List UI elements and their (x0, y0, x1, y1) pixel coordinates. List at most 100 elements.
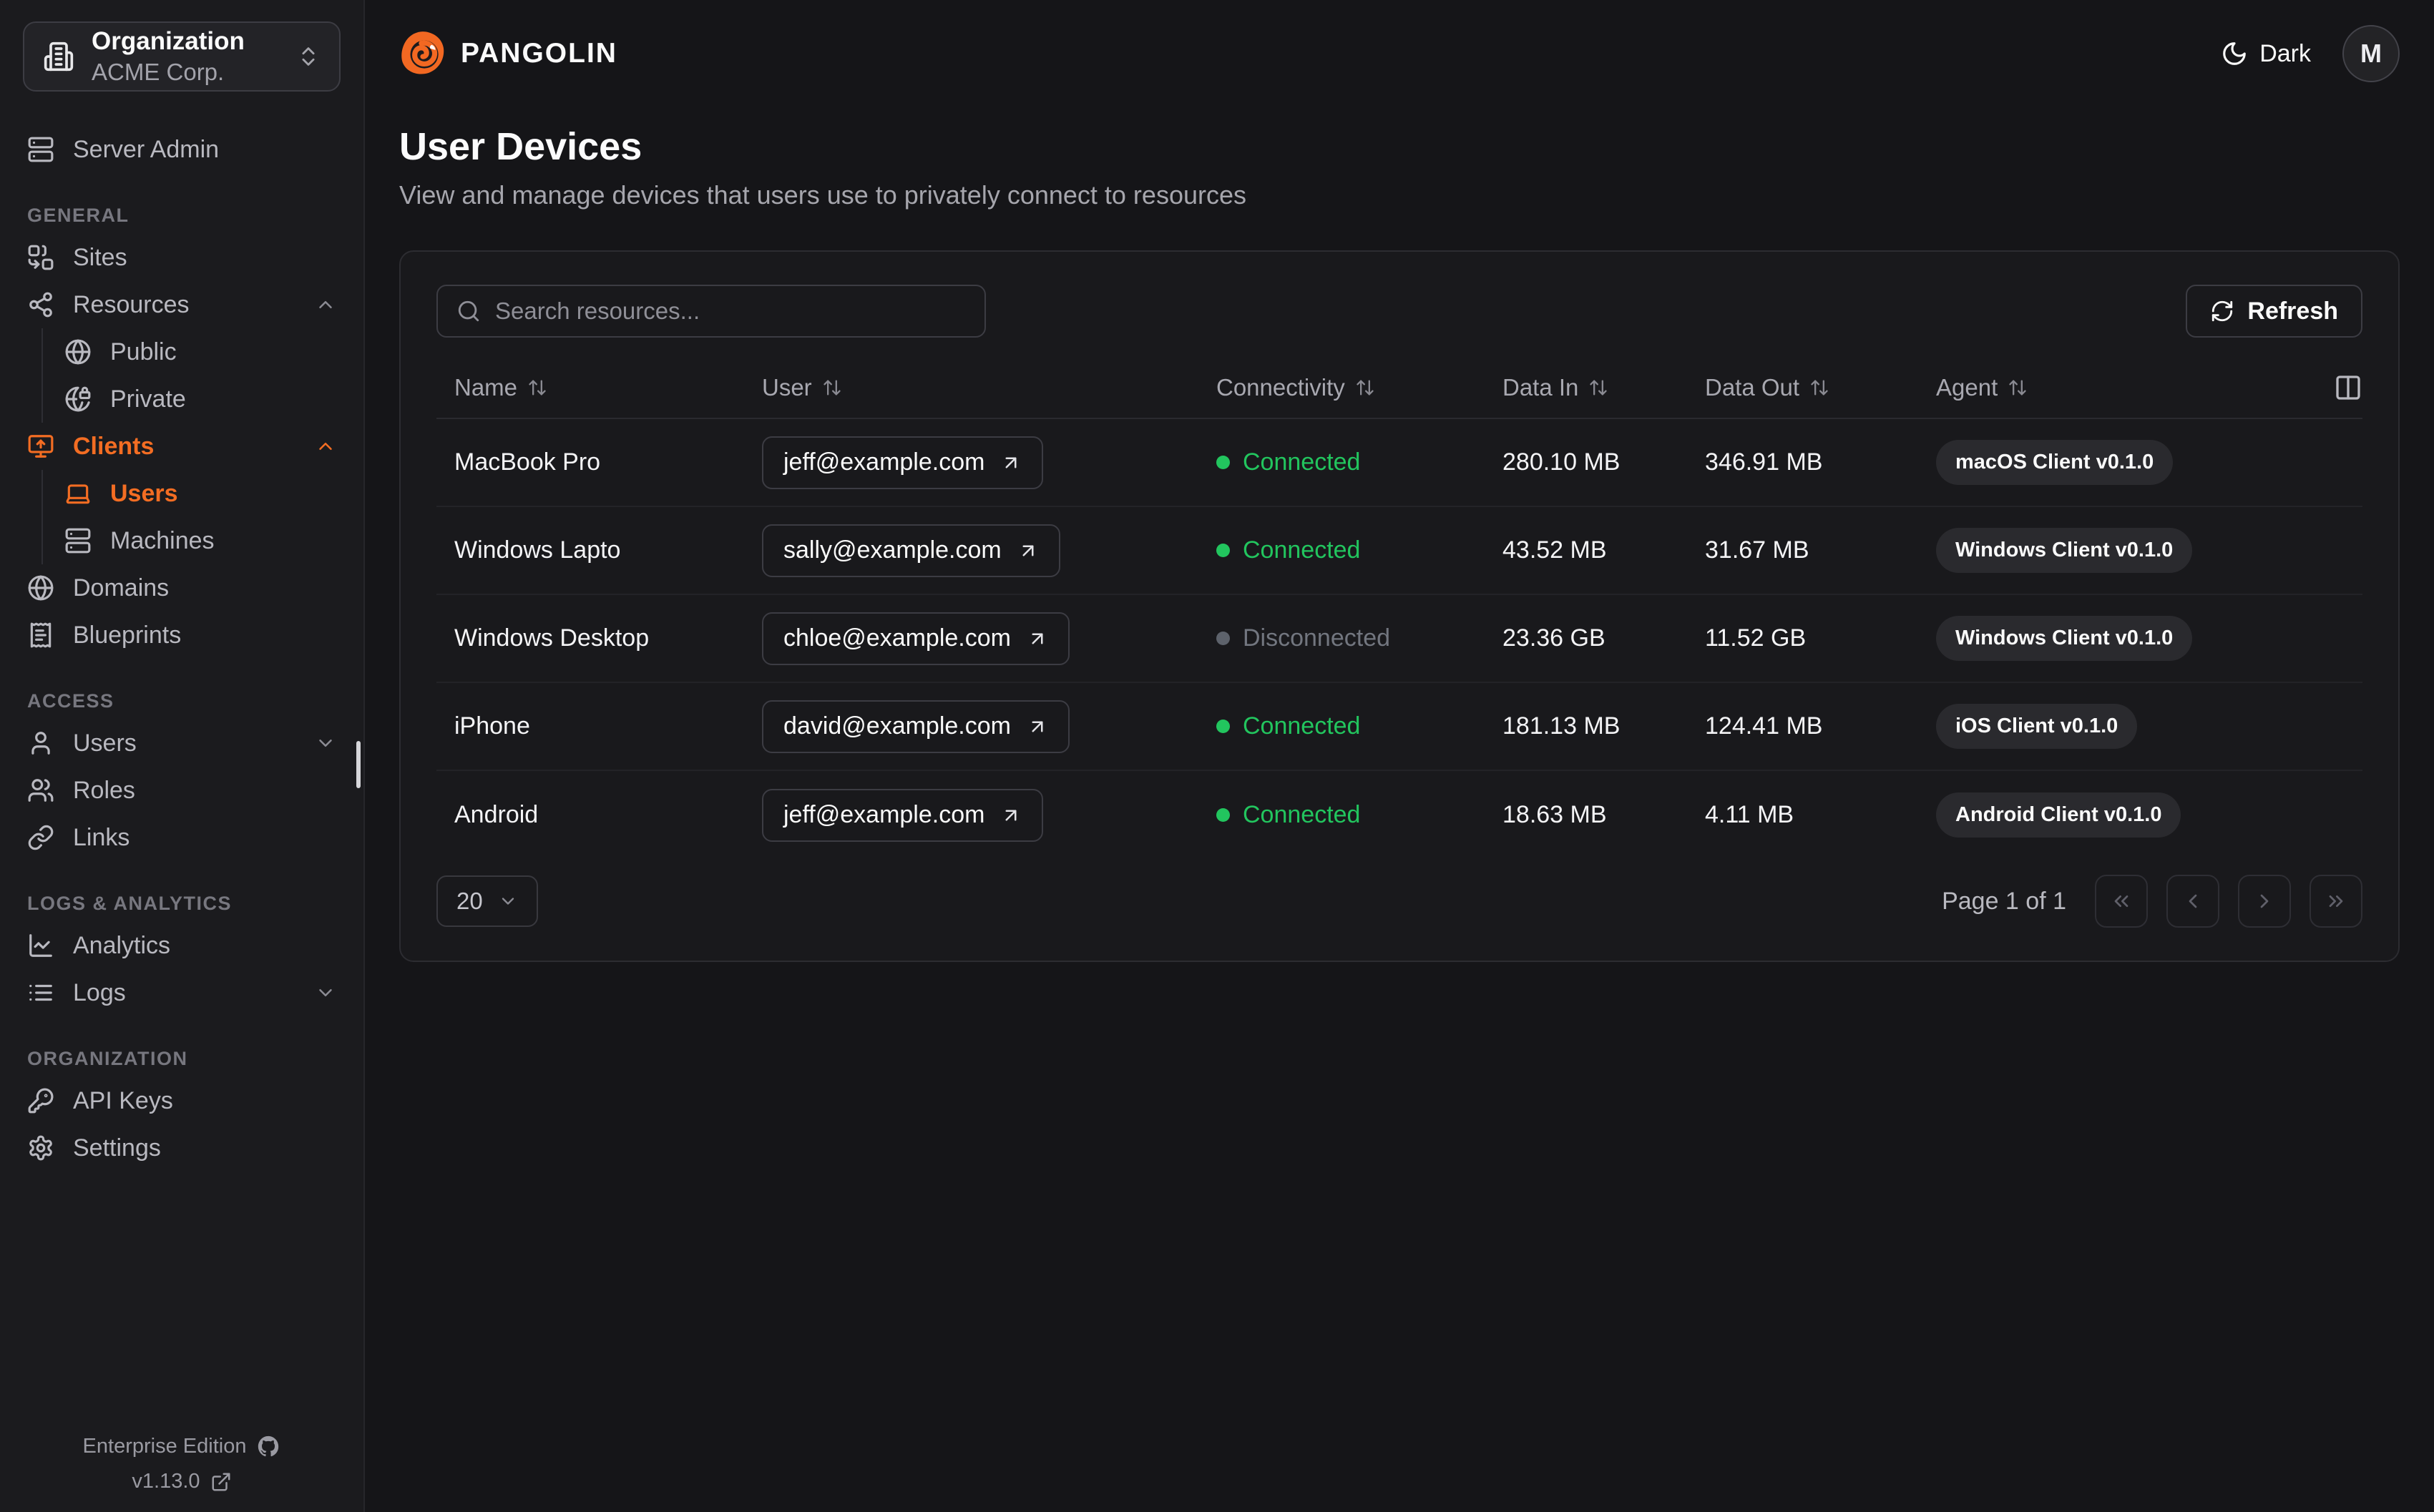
topbar: PANGOLIN Dark M (399, 0, 2400, 107)
sidebar: Organization ACME Corp. Server Admin GEN… (0, 0, 365, 1512)
link-icon (27, 824, 54, 851)
sidebar-item-sites[interactable]: Sites (0, 234, 363, 281)
sidebar-item-machines[interactable]: Machines (43, 517, 363, 564)
edition-link[interactable]: Enterprise Edition (83, 1434, 281, 1458)
sidebar-item-analytics[interactable]: Analytics (0, 922, 363, 969)
data-in-value: 43.52 MB (1502, 536, 1607, 564)
user-link-button[interactable]: sally@example.com (762, 524, 1060, 577)
globe-icon (64, 338, 92, 365)
table-row: MacBook Pro jeff@example.com Connected 2… (436, 419, 2362, 507)
refresh-button[interactable]: Refresh (2186, 285, 2362, 338)
chevron-up-icon (315, 436, 336, 457)
user-link-button[interactable]: chloe@example.com (762, 612, 1070, 665)
agent-badge: Android Client v0.1.0 (1936, 792, 2181, 838)
status-label: Connected (1243, 536, 1361, 564)
sites-icon (27, 244, 54, 271)
sidebar-item-blueprints[interactable]: Blueprints (0, 612, 363, 659)
chevron-down-icon (315, 982, 336, 1003)
sidebar-scrollbar[interactable] (356, 741, 361, 788)
page-info: Page 1 of 1 (1942, 887, 2066, 915)
sidebar-item-settings[interactable]: Settings (0, 1124, 363, 1172)
sidebar-item-resources[interactable]: Resources (0, 281, 363, 328)
connectivity-status: Disconnected (1216, 624, 1502, 652)
external-link-icon (210, 1471, 232, 1493)
device-name: Windows Desktop (454, 624, 650, 652)
sidebar-item-logs[interactable]: Logs (0, 969, 363, 1016)
column-header-agent[interactable]: Agent (1936, 374, 2328, 401)
sort-icon (822, 378, 842, 398)
sidebar-item-label: Analytics (73, 931, 171, 959)
page-subtitle: View and manage devices that users use t… (399, 180, 1246, 210)
resources-icon (27, 291, 54, 318)
data-in-value: 181.13 MB (1502, 712, 1621, 740)
search-icon (456, 299, 481, 323)
column-header-data-out[interactable]: Data Out (1705, 374, 1936, 401)
status-dot (1216, 720, 1230, 733)
search-input[interactable] (495, 298, 966, 325)
sidebar-item-label: Roles (73, 776, 135, 804)
column-label: Data Out (1705, 374, 1800, 401)
data-out-value: 124.41 MB (1705, 712, 1823, 740)
chevrons-right-icon (2325, 890, 2347, 913)
chevrons-up-down-icon (296, 44, 321, 69)
page-title: User Devices (399, 125, 642, 168)
receipt-icon (27, 622, 54, 649)
edition-label: Enterprise Edition (82, 1434, 247, 1458)
user-link-button[interactable]: jeff@example.com (762, 436, 1044, 489)
card-toolbar: Refresh (436, 285, 2362, 338)
theme-toggle[interactable]: Dark (2221, 40, 2311, 68)
chart-line-icon (27, 932, 54, 959)
sidebar-item-public[interactable]: Public (43, 328, 363, 375)
sidebar-item-clients[interactable]: Clients (0, 423, 363, 470)
org-selector[interactable]: Organization ACME Corp. (23, 21, 341, 92)
theme-label: Dark (2259, 39, 2311, 67)
user-email: chloe@example.com (783, 624, 1011, 652)
device-name: Android (454, 801, 539, 828)
next-page-button[interactable] (2238, 875, 2291, 928)
user-link-button[interactable]: david@example.com (762, 699, 1070, 753)
page-size-value: 20 (456, 888, 483, 914)
sidebar-item-private[interactable]: Private (43, 375, 363, 423)
sidebar-item-api-keys[interactable]: API Keys (0, 1077, 363, 1124)
page-size-select[interactable]: 20 (436, 875, 538, 927)
laptop-icon (64, 480, 92, 507)
last-page-button[interactable] (2310, 875, 2362, 928)
table-row: iPhone david@example.com Connected 181.1… (436, 683, 2362, 771)
column-header-data-in[interactable]: Data In (1502, 374, 1705, 401)
sidebar-item-server-admin[interactable]: Server Admin (0, 126, 363, 173)
key-icon (27, 1087, 54, 1114)
section-label-logs-analytics: LOGS & ANALYTICS (27, 893, 233, 914)
first-page-button[interactable] (2095, 875, 2148, 928)
gear-icon (27, 1134, 54, 1162)
sidebar-item-clients-users[interactable]: Users (43, 470, 363, 517)
user-link-button[interactable]: jeff@example.com (762, 788, 1044, 842)
connectivity-status: Connected (1216, 712, 1502, 740)
prev-page-button[interactable] (2166, 875, 2219, 928)
sidebar-item-roles[interactable]: Roles (0, 767, 363, 814)
brand-logo[interactable]: PANGOLIN (399, 30, 617, 77)
sidebar-item-label: Clients (73, 432, 155, 460)
columns-toggle-button[interactable] (2334, 373, 2362, 402)
sidebar-item-links[interactable]: Links (0, 814, 363, 861)
sidebar-item-access-users[interactable]: Users (0, 720, 363, 767)
column-label: Name (454, 374, 518, 401)
version-link[interactable]: v1.13.0 (132, 1470, 231, 1493)
users-icon (27, 777, 54, 804)
sidebar-item-label: Users (73, 729, 137, 757)
data-in-value: 18.63 MB (1502, 801, 1607, 828)
data-out-value: 11.52 GB (1705, 624, 1807, 652)
column-header-name[interactable]: Name (454, 374, 762, 401)
connectivity-status: Connected (1216, 448, 1502, 476)
sidebar-item-domains[interactable]: Domains (0, 564, 363, 612)
column-label: Data In (1502, 374, 1579, 401)
globe-icon (27, 574, 54, 602)
server-icon (64, 527, 92, 554)
avatar[interactable]: M (2342, 25, 2400, 82)
column-header-connectivity[interactable]: Connectivity (1216, 374, 1502, 401)
device-name: iPhone (454, 712, 530, 740)
column-label: Connectivity (1216, 374, 1345, 401)
chevron-right-icon (2253, 890, 2276, 913)
device-name: MacBook Pro (454, 448, 601, 476)
column-header-user[interactable]: User (762, 374, 1216, 401)
device-name: Windows Lapto (454, 536, 621, 564)
